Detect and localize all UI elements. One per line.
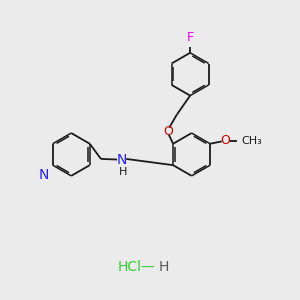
Text: O: O	[221, 134, 230, 147]
Text: —: —	[141, 260, 154, 274]
Text: N: N	[39, 167, 49, 182]
Text: N: N	[117, 152, 127, 167]
Text: HCl: HCl	[117, 260, 141, 274]
Text: CH₃: CH₃	[241, 136, 262, 146]
Text: H: H	[118, 167, 127, 177]
Text: O: O	[163, 125, 173, 138]
Text: F: F	[187, 32, 194, 44]
Text: H: H	[159, 260, 169, 274]
